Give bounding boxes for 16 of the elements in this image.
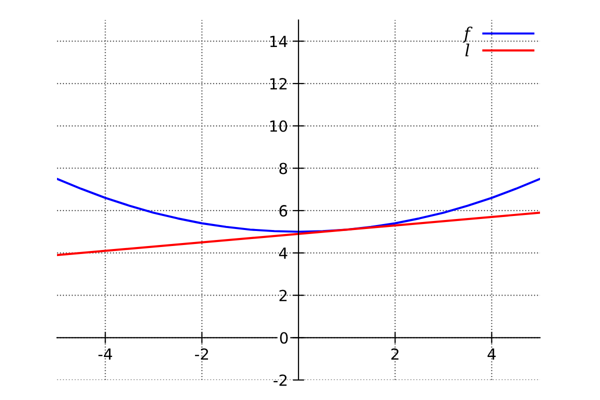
x-tick-label: -2 — [195, 348, 208, 360]
x-tick-label: 4 — [488, 348, 496, 360]
legend-label: l — [465, 44, 470, 56]
y-tick-label: 14 — [270, 36, 288, 47]
y-tick-label: 12 — [270, 78, 287, 90]
x-tick-label: 2 — [391, 348, 398, 360]
y-tick-label: 8 — [279, 162, 288, 174]
y-tick-label: 2 — [279, 290, 287, 302]
x-tick-label: -4 — [98, 348, 112, 360]
y-tick-label: 0 — [280, 332, 288, 344]
y-tick-label: 6 — [279, 205, 288, 217]
y-tick-label: 10 — [270, 120, 288, 132]
y-tick-label: 4 — [279, 248, 288, 259]
y-tick-label: -2 — [274, 374, 287, 386]
line-series — [57, 178, 540, 233]
legend-label: f — [462, 26, 472, 43]
